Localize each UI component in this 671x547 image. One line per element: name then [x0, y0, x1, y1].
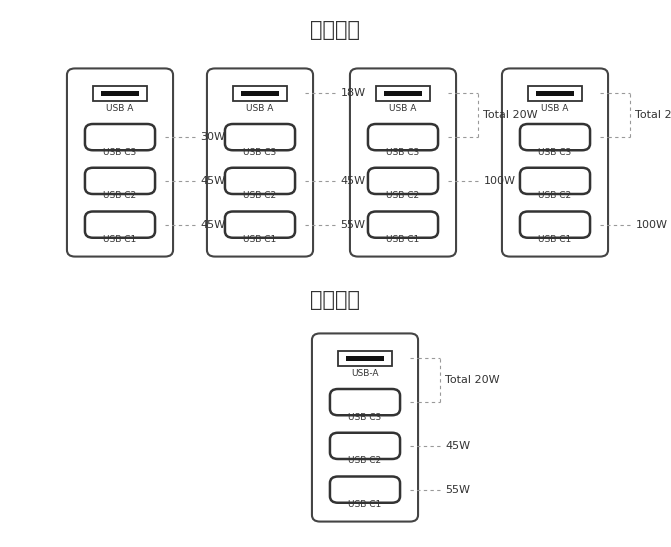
Text: 四口使用: 四口使用	[310, 290, 360, 310]
FancyBboxPatch shape	[338, 351, 392, 366]
Text: USB A: USB A	[106, 104, 134, 113]
FancyBboxPatch shape	[368, 124, 438, 150]
Text: USB C2: USB C2	[538, 191, 572, 200]
Text: USB C2: USB C2	[244, 191, 276, 200]
Text: USB C3: USB C3	[348, 412, 382, 422]
FancyBboxPatch shape	[535, 91, 574, 96]
FancyBboxPatch shape	[85, 168, 155, 194]
Text: USB A: USB A	[246, 104, 274, 113]
Text: 45W: 45W	[201, 176, 225, 186]
Text: 100W: 100W	[483, 176, 515, 186]
FancyBboxPatch shape	[520, 168, 590, 194]
Text: USB C1: USB C1	[244, 235, 276, 244]
Text: Total 20W: Total 20W	[635, 110, 671, 120]
FancyBboxPatch shape	[312, 334, 418, 521]
FancyBboxPatch shape	[85, 124, 155, 150]
FancyBboxPatch shape	[520, 124, 590, 150]
FancyBboxPatch shape	[67, 68, 173, 257]
Text: 45W: 45W	[201, 220, 225, 230]
FancyBboxPatch shape	[384, 91, 423, 96]
FancyBboxPatch shape	[207, 68, 313, 257]
FancyBboxPatch shape	[101, 91, 140, 96]
Text: USB C2: USB C2	[348, 456, 382, 465]
Text: 30W: 30W	[201, 132, 225, 142]
FancyBboxPatch shape	[225, 212, 295, 238]
FancyBboxPatch shape	[350, 68, 456, 257]
Text: Total 20W: Total 20W	[446, 375, 500, 385]
Text: 55W: 55W	[446, 485, 470, 494]
Text: USB C3: USB C3	[538, 148, 572, 156]
Text: USB A: USB A	[541, 104, 569, 113]
Text: USB C3: USB C3	[244, 148, 276, 156]
Text: 100W: 100W	[635, 220, 668, 230]
FancyBboxPatch shape	[346, 356, 384, 361]
FancyBboxPatch shape	[520, 212, 590, 238]
FancyBboxPatch shape	[330, 476, 400, 503]
FancyBboxPatch shape	[93, 86, 147, 101]
FancyBboxPatch shape	[233, 86, 287, 101]
FancyBboxPatch shape	[241, 91, 279, 96]
Text: USB A: USB A	[389, 104, 417, 113]
Text: USB C1: USB C1	[538, 235, 572, 244]
FancyBboxPatch shape	[368, 212, 438, 238]
Text: USB C1: USB C1	[386, 235, 419, 244]
Text: USB C2: USB C2	[386, 191, 419, 200]
Text: USB C2: USB C2	[103, 191, 137, 200]
Text: 45W: 45W	[340, 176, 366, 186]
FancyBboxPatch shape	[85, 212, 155, 238]
FancyBboxPatch shape	[225, 124, 295, 150]
Text: USB C1: USB C1	[103, 235, 137, 244]
FancyBboxPatch shape	[502, 68, 608, 257]
Text: 55W: 55W	[340, 220, 366, 230]
Text: 三口使用: 三口使用	[310, 20, 360, 40]
Text: USB-A: USB-A	[351, 369, 378, 378]
FancyBboxPatch shape	[225, 168, 295, 194]
FancyBboxPatch shape	[528, 86, 582, 101]
FancyBboxPatch shape	[330, 433, 400, 459]
FancyBboxPatch shape	[368, 168, 438, 194]
FancyBboxPatch shape	[330, 389, 400, 415]
Text: 45W: 45W	[446, 441, 470, 451]
Text: Total 20W: Total 20W	[483, 110, 538, 120]
Text: USB C3: USB C3	[386, 148, 419, 156]
FancyBboxPatch shape	[376, 86, 430, 101]
Text: 18W: 18W	[340, 89, 366, 98]
Text: USB C3: USB C3	[103, 148, 137, 156]
Text: USB C1: USB C1	[348, 500, 382, 509]
